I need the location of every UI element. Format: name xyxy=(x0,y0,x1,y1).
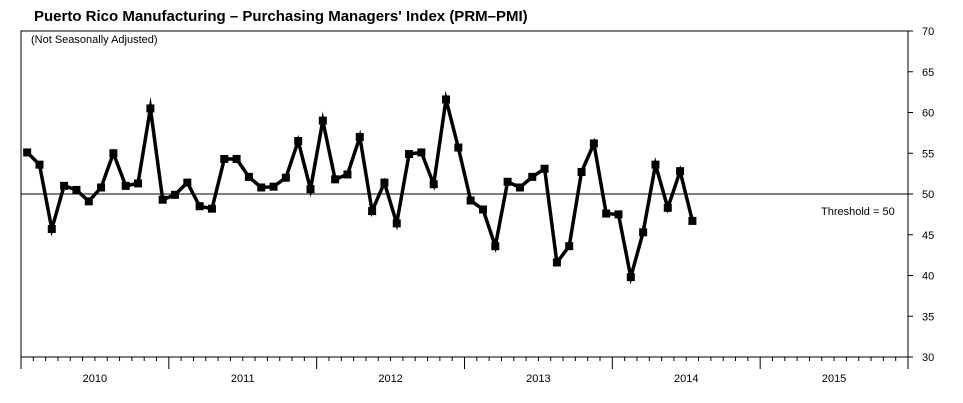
pmi-data-point xyxy=(244,172,253,181)
x-year-label: 2010 xyxy=(83,373,107,385)
pmi-data-point xyxy=(528,172,537,181)
pmi-data-point xyxy=(368,207,377,216)
pmi-data-point xyxy=(97,183,106,192)
pmi-data-point xyxy=(405,150,414,159)
pmi-data-point xyxy=(257,183,266,192)
pmi-data-point xyxy=(134,179,143,188)
x-year-label: 2012 xyxy=(378,373,402,385)
pmi-data-point xyxy=(614,210,623,219)
pmi-data-point xyxy=(306,185,315,194)
pmi-data-point xyxy=(281,173,290,182)
x-year-label: 2015 xyxy=(822,373,846,385)
y-tick-label: 60 xyxy=(922,108,934,120)
pmi-data-point xyxy=(688,216,697,225)
pmi-data-point xyxy=(158,195,167,204)
pmi-data-point xyxy=(552,258,561,267)
pmi-data-point xyxy=(269,182,278,191)
pmi-data-point xyxy=(84,197,93,206)
pmi-data-point xyxy=(589,139,598,148)
pmi-data-point xyxy=(380,178,389,187)
pmi-data-point xyxy=(602,209,611,218)
threshold-label: Threshold = 50 xyxy=(821,206,895,218)
pmi-data-point xyxy=(318,116,327,125)
pmi-data-point xyxy=(429,180,438,189)
pmi-data-point xyxy=(417,148,426,157)
pmi-data-point xyxy=(540,164,549,173)
pmi-data-point xyxy=(146,104,155,113)
pmi-data-point xyxy=(515,183,524,192)
pmi-data-point xyxy=(466,196,475,205)
pmi-data-point xyxy=(577,167,586,176)
y-tick-label: 70 xyxy=(922,26,934,38)
pmi-data-point xyxy=(220,154,229,163)
y-tick-label: 65 xyxy=(922,67,934,79)
pmi-data-point xyxy=(121,181,130,190)
y-tick-label: 55 xyxy=(922,148,934,160)
pmi-data-point xyxy=(442,95,451,104)
pmi-data-point xyxy=(47,225,56,234)
x-year-label: 2014 xyxy=(674,373,698,385)
pmi-data-point xyxy=(23,148,32,157)
pmi-data-point xyxy=(503,177,512,186)
pmi-data-point xyxy=(60,181,69,190)
pmi-data-point xyxy=(343,170,352,179)
pmi-data-point xyxy=(109,149,118,158)
pmi-data-point xyxy=(72,185,81,194)
pmi-data-point xyxy=(170,190,179,199)
pmi-data-point xyxy=(232,154,241,163)
pmi-data-point xyxy=(331,175,340,184)
y-tick-label: 35 xyxy=(922,311,934,323)
x-year-label: 2011 xyxy=(231,373,255,385)
pmi-data-point xyxy=(35,160,44,169)
y-tick-label: 50 xyxy=(922,189,934,201)
pmi-data-point xyxy=(478,205,487,214)
pmi-data-point xyxy=(294,137,303,146)
pmi-data-point xyxy=(565,242,574,251)
pmi-data-point xyxy=(183,178,192,187)
y-tick-label: 40 xyxy=(922,271,934,283)
y-tick-label: 30 xyxy=(922,352,934,364)
pmi-data-point xyxy=(392,219,401,228)
pmi-data-point xyxy=(626,273,635,282)
x-year-label: 2013 xyxy=(526,373,550,385)
pmi-data-point xyxy=(676,167,685,176)
chart-title: Puerto Rico Manufacturing – Purchasing M… xyxy=(34,8,528,25)
pmi-data-point xyxy=(651,160,660,169)
chart-subtitle: (Not Seasonally Adjusted) xyxy=(31,34,158,46)
pmi-data-point xyxy=(454,143,463,152)
pmi-data-point xyxy=(663,203,672,212)
pmi-data-point xyxy=(195,202,204,211)
pmi-data-point xyxy=(355,132,364,141)
y-tick-label: 45 xyxy=(922,230,934,242)
pmi-data-point xyxy=(639,228,648,237)
pmi-data-point xyxy=(491,242,500,251)
pmi-data-point xyxy=(207,204,216,213)
